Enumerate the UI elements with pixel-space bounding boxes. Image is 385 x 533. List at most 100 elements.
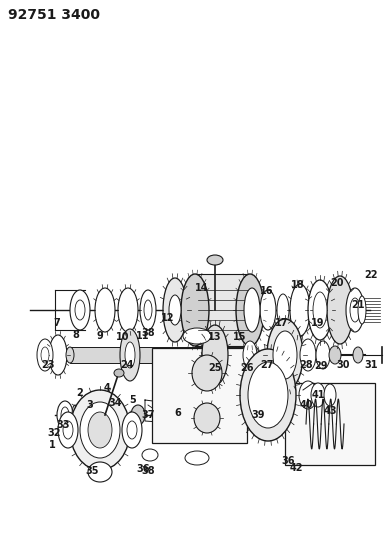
Ellipse shape bbox=[122, 412, 142, 448]
Ellipse shape bbox=[72, 405, 78, 425]
Text: 39: 39 bbox=[251, 410, 265, 420]
Text: 32: 32 bbox=[47, 428, 61, 438]
Ellipse shape bbox=[183, 328, 211, 344]
Ellipse shape bbox=[37, 339, 53, 371]
Ellipse shape bbox=[169, 295, 181, 325]
Text: 16: 16 bbox=[260, 286, 274, 296]
Ellipse shape bbox=[92, 405, 98, 425]
Text: 18: 18 bbox=[291, 280, 305, 290]
Ellipse shape bbox=[316, 341, 330, 369]
Text: 36: 36 bbox=[136, 464, 150, 474]
Text: 8: 8 bbox=[72, 330, 79, 340]
Ellipse shape bbox=[311, 383, 325, 407]
Text: 2: 2 bbox=[77, 388, 84, 398]
Ellipse shape bbox=[313, 292, 327, 328]
Ellipse shape bbox=[88, 462, 112, 482]
Ellipse shape bbox=[277, 294, 289, 326]
Ellipse shape bbox=[327, 276, 353, 344]
Ellipse shape bbox=[185, 451, 209, 465]
Ellipse shape bbox=[83, 402, 97, 428]
Text: 10: 10 bbox=[116, 332, 130, 342]
Ellipse shape bbox=[194, 403, 220, 433]
Ellipse shape bbox=[95, 288, 115, 332]
Ellipse shape bbox=[358, 296, 366, 324]
Text: 19: 19 bbox=[311, 318, 325, 328]
Ellipse shape bbox=[70, 390, 130, 470]
Ellipse shape bbox=[80, 402, 120, 458]
Ellipse shape bbox=[58, 412, 78, 448]
Text: 15: 15 bbox=[233, 332, 247, 342]
Text: 27: 27 bbox=[260, 360, 274, 370]
Text: 7: 7 bbox=[54, 318, 60, 328]
Bar bbox=[195, 274, 250, 346]
Ellipse shape bbox=[49, 335, 67, 375]
Ellipse shape bbox=[350, 298, 360, 322]
Text: 25: 25 bbox=[208, 363, 222, 373]
Bar bbox=[70, 347, 255, 363]
Ellipse shape bbox=[87, 408, 93, 422]
Text: 41: 41 bbox=[311, 390, 325, 400]
Ellipse shape bbox=[192, 355, 222, 391]
Ellipse shape bbox=[300, 339, 316, 371]
Ellipse shape bbox=[57, 401, 73, 429]
Ellipse shape bbox=[88, 412, 112, 448]
Ellipse shape bbox=[70, 290, 90, 330]
Text: 24: 24 bbox=[120, 360, 134, 370]
Text: 1: 1 bbox=[49, 440, 55, 450]
Ellipse shape bbox=[202, 325, 228, 385]
Text: 12: 12 bbox=[161, 313, 175, 323]
Ellipse shape bbox=[248, 362, 288, 428]
Text: 21: 21 bbox=[351, 300, 365, 310]
Text: 23: 23 bbox=[41, 360, 55, 370]
Text: 92751 3400: 92751 3400 bbox=[8, 8, 100, 22]
Text: 11: 11 bbox=[136, 331, 150, 341]
Ellipse shape bbox=[66, 347, 74, 363]
Text: 37: 37 bbox=[141, 410, 155, 420]
Ellipse shape bbox=[251, 347, 259, 363]
Text: 13: 13 bbox=[208, 332, 222, 342]
Bar bbox=[75, 405, 95, 425]
Ellipse shape bbox=[290, 284, 310, 336]
Ellipse shape bbox=[131, 405, 145, 425]
Ellipse shape bbox=[329, 346, 341, 364]
Text: 40: 40 bbox=[299, 400, 313, 410]
Ellipse shape bbox=[260, 290, 276, 330]
Ellipse shape bbox=[240, 349, 296, 441]
Ellipse shape bbox=[324, 384, 336, 406]
Ellipse shape bbox=[267, 319, 303, 391]
Ellipse shape bbox=[127, 421, 137, 439]
Ellipse shape bbox=[125, 342, 135, 368]
Text: 43: 43 bbox=[323, 406, 337, 416]
Text: 6: 6 bbox=[175, 408, 181, 418]
Text: 42: 42 bbox=[289, 463, 303, 473]
Text: 20: 20 bbox=[330, 278, 344, 288]
Text: 30: 30 bbox=[336, 360, 350, 370]
Text: 33: 33 bbox=[56, 420, 70, 430]
Ellipse shape bbox=[273, 331, 297, 379]
Bar bbox=[152, 348, 247, 443]
Ellipse shape bbox=[75, 300, 85, 320]
Text: 28: 28 bbox=[299, 360, 313, 370]
Ellipse shape bbox=[346, 288, 364, 332]
Text: 38: 38 bbox=[141, 466, 155, 476]
Ellipse shape bbox=[144, 300, 152, 320]
Ellipse shape bbox=[120, 329, 140, 381]
Text: 14: 14 bbox=[195, 283, 209, 293]
Text: 31: 31 bbox=[364, 360, 378, 370]
Ellipse shape bbox=[236, 274, 264, 346]
Ellipse shape bbox=[207, 255, 223, 265]
Text: 35: 35 bbox=[85, 466, 99, 476]
Ellipse shape bbox=[114, 369, 124, 377]
Ellipse shape bbox=[181, 274, 209, 346]
Ellipse shape bbox=[63, 421, 73, 439]
Text: 29: 29 bbox=[314, 361, 328, 371]
Text: 4: 4 bbox=[104, 383, 110, 393]
Ellipse shape bbox=[299, 381, 317, 409]
Ellipse shape bbox=[140, 290, 156, 330]
Text: 9: 9 bbox=[97, 331, 104, 341]
Ellipse shape bbox=[163, 278, 187, 342]
Text: 36: 36 bbox=[281, 456, 295, 466]
Ellipse shape bbox=[353, 347, 363, 363]
Ellipse shape bbox=[118, 288, 138, 332]
Text: 3: 3 bbox=[87, 400, 94, 410]
